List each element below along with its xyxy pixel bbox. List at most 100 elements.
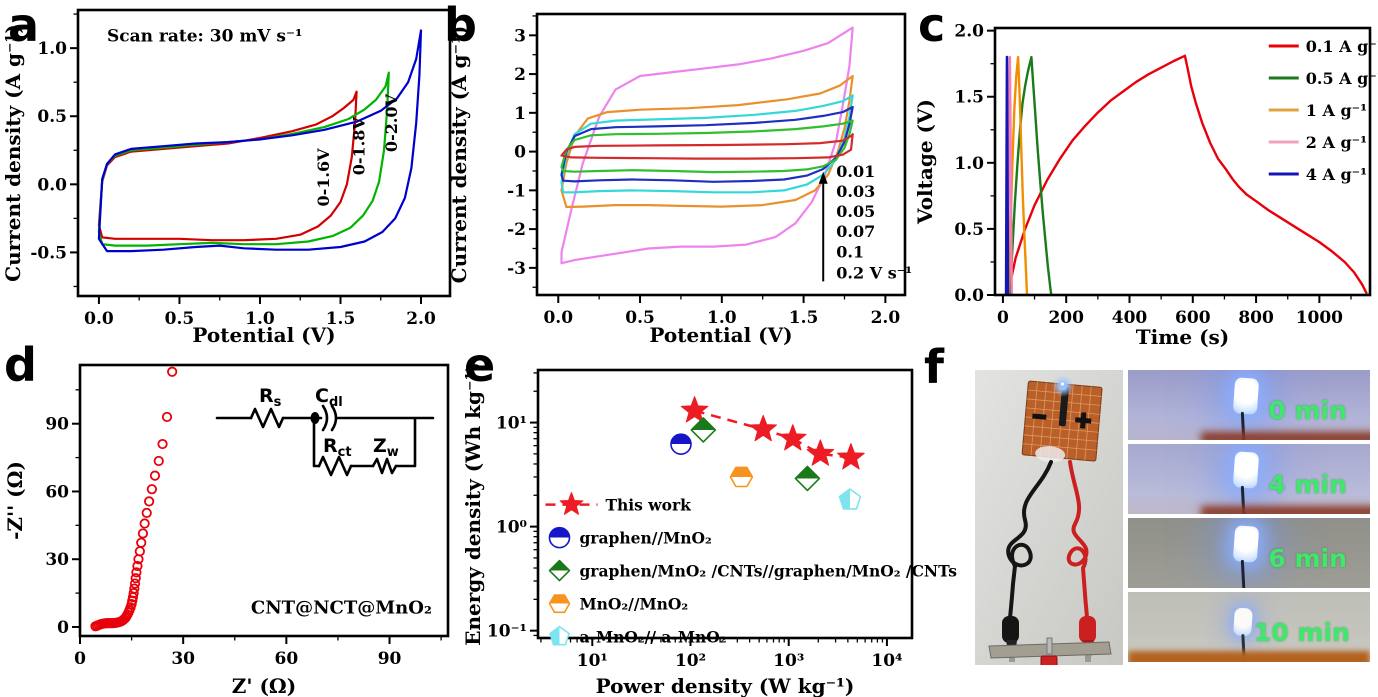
- device-photo-graphic: [975, 370, 1123, 665]
- open-circle-marker: [161, 411, 173, 423]
- series-1 A/g: [1007, 55, 1029, 295]
- label-rct: Rct: [323, 435, 352, 460]
- legend-label: 0.1 A g⁻¹: [1306, 37, 1378, 56]
- label-zw: Zw: [373, 435, 399, 460]
- arrow-head: [818, 171, 828, 184]
- legend-label: 1 A g⁻¹: [1306, 101, 1367, 120]
- panel-letter-d: d: [4, 338, 37, 392]
- red-clip-tip: [1085, 654, 1091, 662]
- open-circle-marker: [153, 455, 164, 467]
- led-wire: [1241, 559, 1247, 588]
- series-0.1 A/g: [1006, 54, 1368, 295]
- legend-label: a-MnO₂// a-MnO₂: [579, 628, 726, 647]
- series-0.01 V/s: [560, 133, 854, 160]
- x-tick-label: 10⁴: [871, 651, 902, 671]
- open-circle-marker: [167, 366, 178, 377]
- series-0.5 A/g: [1008, 55, 1053, 295]
- legend-label: 0.5 A g⁻¹: [1306, 69, 1378, 88]
- y-tick-label: 90: [45, 415, 69, 435]
- minus-mark: [1032, 413, 1047, 420]
- y-tick-label: 60: [45, 482, 69, 502]
- electrode-pin: [1046, 637, 1053, 655]
- device-photo: [975, 370, 1123, 665]
- x-tick-label: 0: [74, 649, 86, 669]
- chart-ragone-plot: 10¹ 10² 10³ 10⁴ 10⁻¹ 10⁰ 10¹ Power density (W k…: [461, 362, 957, 697]
- x-tick-label: 90: [378, 649, 402, 669]
- y-axis-title: Current density (A g⁻¹): [1, 24, 25, 282]
- series-0.2 V/s: [560, 26, 854, 265]
- plot-frame: [993, 26, 1372, 297]
- y-tick-label: 1.0: [37, 39, 67, 59]
- open-circle-marker: [129, 578, 141, 589]
- y-tick-label: 10⁰: [496, 518, 527, 538]
- x-tick-label: 10³: [773, 651, 804, 671]
- hexagon-marker: [729, 466, 754, 488]
- pentagon-marker: [838, 488, 862, 510]
- x-tick-label: 600: [1175, 308, 1211, 328]
- x-tick-label: 30: [171, 649, 195, 669]
- panel-letter-f: f: [924, 340, 945, 394]
- panel-letter-a: a: [8, 0, 40, 52]
- plot-frame: [535, 12, 907, 297]
- circuit-node-dot: [310, 412, 320, 424]
- open-circle-marker: [157, 438, 168, 450]
- x-tick-label: 400: [1112, 308, 1148, 328]
- red-wire: [1066, 460, 1089, 622]
- open-circle-marker: [146, 484, 157, 495]
- resistor-rs-symbol: [249, 407, 285, 429]
- led-photo-frame-0min: 0 min: [1128, 370, 1370, 440]
- y-tick-label: 30: [45, 550, 69, 570]
- y-axis-title: Voltage (V): [913, 99, 937, 225]
- time-label: 6 min: [1268, 544, 1347, 573]
- open-circle-marker: [134, 546, 145, 557]
- y-tick-label: 10¹: [496, 414, 527, 434]
- x-tick-label: 0.5: [625, 308, 655, 328]
- axes: 0 200 400 600 800 1000 0.0 0.5 1.0 1.5 2.0: [954, 22, 1352, 328]
- axes: 0.0 0.5 1.0 1.5 2.0 -0.5 0.0 0.5 1.0: [30, 13, 436, 329]
- legend-label: MnO₂//MnO₂: [579, 595, 688, 614]
- hexagon-marker: [548, 594, 571, 614]
- label-rs: Rs: [259, 388, 282, 410]
- star-marker: [559, 492, 584, 515]
- star-marker: [779, 424, 807, 451]
- led-core: [1060, 382, 1065, 386]
- circle-marker: [548, 526, 571, 549]
- series-0.07 V/s: [560, 94, 854, 194]
- open-circle-marker: [136, 537, 147, 548]
- legend-label: 2 A g⁻¹: [1306, 133, 1367, 152]
- y-tick-label: 0: [57, 618, 69, 638]
- annotation-text: Scan rate: 30 mV s⁻¹: [107, 26, 302, 46]
- red-clip: [1079, 616, 1096, 643]
- axes: 10¹ 10² 10³ 10⁴ 10⁻¹ 10⁰ 10¹: [487, 372, 902, 671]
- y-tick-label: 10⁻¹: [487, 622, 527, 642]
- y-tick-label: 1.0: [954, 154, 984, 174]
- panel-letter-e: e: [464, 338, 496, 392]
- y-tick-label: -0.5: [30, 243, 67, 263]
- annotation-text: 0-1.6V: [314, 148, 333, 207]
- x-tick-label: 1.0: [245, 309, 275, 329]
- annotation-text: 0.2 V s⁻¹: [836, 264, 912, 283]
- legend-label: 4 A g⁻¹: [1306, 165, 1367, 184]
- x-axis-title: Time (s): [1136, 325, 1230, 349]
- diamond-marker: [548, 559, 571, 582]
- series-group: [560, 26, 854, 265]
- x-tick-label: 0.5: [165, 309, 195, 329]
- pentagon-marker: [549, 625, 570, 646]
- x-tick-label: 2.0: [871, 308, 901, 328]
- series-0-2.0V: [97, 29, 423, 253]
- open-circle-marker: [144, 496, 155, 507]
- equivalent-circuit-inset: Rs Cdl Rct Zw: [215, 388, 435, 477]
- diamond-marker: [794, 465, 821, 492]
- axes: 0.0 0.5 1.0 1.5 2.0 -3 -2 -1 0 1 2 3: [507, 15, 901, 328]
- label-cdl: Cdl: [315, 388, 343, 410]
- open-circle-marker: [132, 560, 143, 572]
- led-wire: [1241, 485, 1247, 514]
- chart-cv-scan-rates: 0.0 0.5 1.0 1.5 2.0 -3 -2 -1 0 1 2 3 Potential (V) Cu…: [447, 12, 912, 347]
- x-axis-title: Potential (V): [192, 323, 335, 347]
- series-0.1 V/s: [560, 74, 854, 209]
- x-tick-label: 1000: [1296, 308, 1343, 328]
- led-glow: [1233, 451, 1260, 514]
- x-tick-label: 1.5: [326, 309, 356, 329]
